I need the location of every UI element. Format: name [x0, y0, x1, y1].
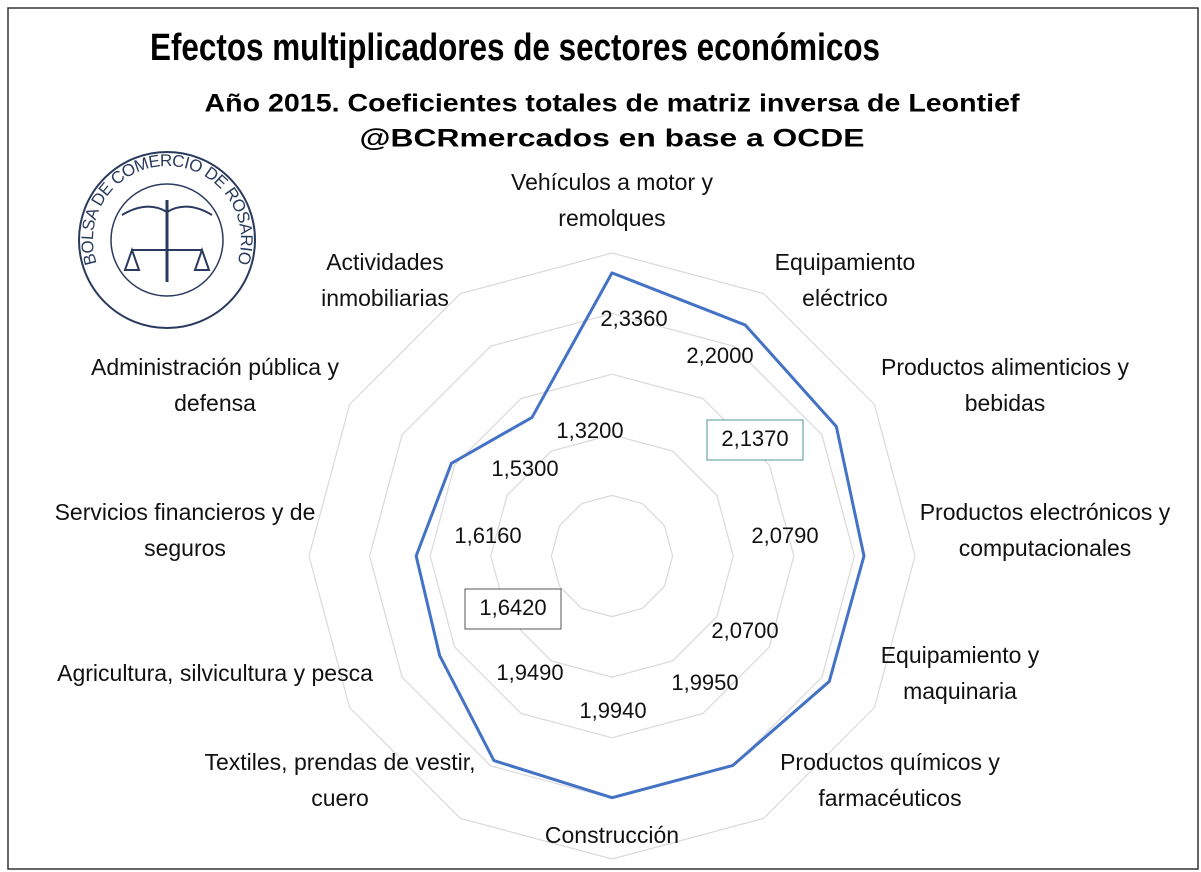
category-label-box: Productos electrónicos y computacionales [919, 499, 1171, 561]
category-label-box: Equipamiento y maquinaria [880, 642, 1040, 704]
chart-title: Efectos multiplicadores de sectores econ… [150, 27, 880, 69]
logo-ring [110, 183, 224, 297]
value-label: 1,9950 [671, 670, 738, 695]
logo-ring [78, 151, 256, 329]
category-label-box: Agricultura, silvicultura y pesca [57, 660, 373, 686]
category-label-box: Administración pública y defensa [90, 354, 339, 416]
value-label: 2,0790 [751, 523, 818, 548]
value-label: 2,3360 [600, 306, 667, 331]
category-label-box: Construcción [544, 822, 680, 848]
value-label: 2,1370 [721, 426, 788, 451]
category-label: Productos electrónicos y computacionales [919, 499, 1171, 561]
value-label: 1,9940 [579, 698, 646, 723]
radar-line [414, 271, 866, 800]
value-label: 1,9490 [496, 660, 563, 685]
category-label-box: Actividades inmobiliarias [321, 249, 449, 311]
chart-subtitle: Año 2015. Coeficientes totales de matriz… [205, 90, 1021, 118]
value-label: 1,6420 [479, 595, 546, 620]
category-label: Agricultura, silvicultura y pesca [57, 660, 373, 686]
grid-ring [490, 434, 734, 678]
category-label: Vehículos a motor y remolques [511, 169, 713, 231]
value-label-box [706, 419, 804, 461]
frame [7, 7, 1199, 870]
category-label: Administración pública y defensa [90, 354, 339, 416]
category-label: Construcción [544, 822, 680, 848]
category-label-box: Productos alimenticios y bebidas [881, 354, 1129, 416]
category-label: Productos alimenticios y bebidas [881, 354, 1129, 416]
value-label: 1,6160 [454, 523, 521, 548]
grid-ring [429, 373, 795, 739]
category-label: Equipamiento eléctrico [774, 249, 916, 311]
grid-ring [550, 494, 674, 618]
category-label: Servicios financieros y de seguros [54, 499, 316, 561]
category-label-box: Vehículos a motor y remolques [511, 169, 713, 231]
value-label: 1,3200 [556, 418, 623, 443]
value-label: 1,5300 [491, 456, 558, 481]
category-label: Actividades inmobiliarias [321, 249, 449, 311]
category-label-box: Equipamiento eléctrico [774, 249, 916, 311]
value-label: 2,0700 [711, 618, 778, 643]
grid-ring [308, 252, 916, 860]
value-label: 2,2000 [686, 343, 753, 368]
value-label-box [464, 588, 562, 630]
category-label-box: Productos químicos y farmacéuticos [780, 749, 1000, 811]
logo-emblem [121, 205, 213, 271]
category-label-box: Servicios financieros y de seguros [54, 499, 316, 561]
category-label: Textiles, prendas de vestir, cuero [204, 749, 476, 811]
category-label: Productos químicos y farmacéuticos [780, 749, 1000, 811]
chart-source: @BCRmercados en base a OCDE [360, 125, 865, 153]
category-label: Equipamiento y maquinaria [880, 642, 1040, 704]
category-label-box: Textiles, prendas de vestir, cuero [204, 749, 476, 811]
